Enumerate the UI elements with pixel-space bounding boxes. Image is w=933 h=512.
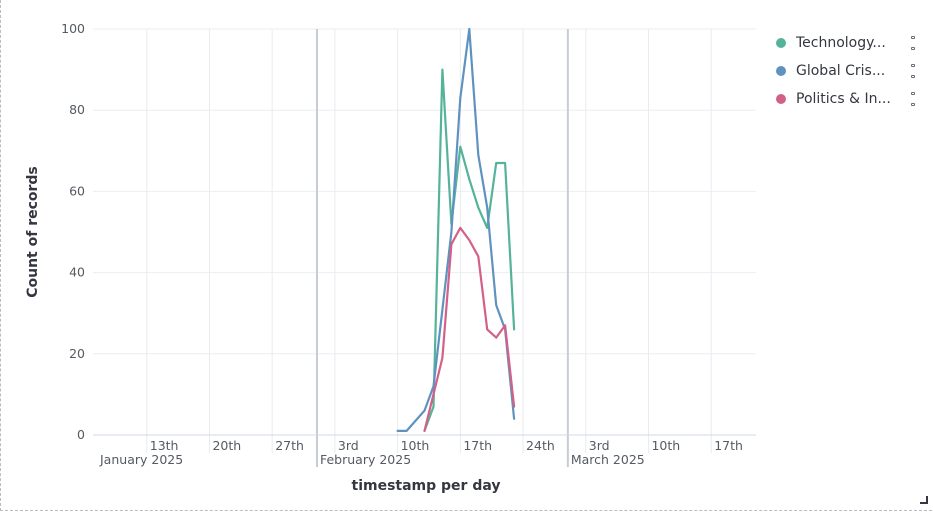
legend-label: Technology... [796, 35, 886, 51]
resize-handle-icon[interactable] [920, 496, 928, 504]
x-tick-label: 20th [212, 438, 241, 453]
x-tick-label: 13th [150, 438, 179, 453]
x-axis-title: timestamp per day [352, 478, 501, 494]
y-axis-title: Count of records [25, 166, 41, 298]
x-tick-label: 10th [401, 438, 430, 453]
x-tick-label: 17th [714, 438, 743, 453]
x-tick-label: 17th [463, 438, 492, 453]
series-line-0 [423, 68, 516, 432]
x-month-label: March 2025 [571, 452, 645, 467]
series-line-1 [396, 27, 516, 432]
x-month-label: January 2025 [99, 452, 183, 467]
legend-actions-icon[interactable] [908, 36, 918, 50]
x-tick-label: 3rd [589, 438, 610, 453]
y-tick-label: 60 [69, 183, 85, 198]
legend: Technology... Global Cris... Politics & … [776, 29, 926, 113]
x-tick-label: 24th [526, 438, 555, 453]
x-month-label: February 2025 [320, 452, 411, 467]
legend-color-dot [776, 66, 786, 76]
legend-item-politics[interactable]: Politics & In... [776, 85, 926, 113]
grid [93, 28, 756, 467]
legend-color-dot [776, 94, 786, 104]
x-tick-label: 10th [651, 438, 680, 453]
x-tick-label: 3rd [338, 438, 359, 453]
legend-actions-icon[interactable] [908, 92, 918, 106]
axes: 0 20 40 60 80 100 13th 20th 27th 3rd 10th 17th 24th 3… [61, 21, 756, 467]
y-tick-label: 40 [69, 265, 85, 280]
legend-color-dot [776, 38, 786, 48]
y-tick-label: 100 [61, 21, 85, 36]
y-tick-label: 80 [69, 102, 85, 117]
legend-actions-icon[interactable] [908, 64, 918, 78]
legend-label: Politics & In... [796, 91, 891, 107]
x-tick-label: 27th [275, 438, 304, 453]
y-tick-label: 0 [77, 427, 85, 442]
series-lines [396, 27, 516, 432]
legend-item-global-crisis[interactable]: Global Cris... [776, 57, 926, 85]
legend-item-technology[interactable]: Technology... [776, 29, 926, 57]
legend-label: Global Cris... [796, 63, 886, 79]
series-line-2 [423, 226, 516, 432]
y-tick-label: 20 [69, 346, 85, 361]
